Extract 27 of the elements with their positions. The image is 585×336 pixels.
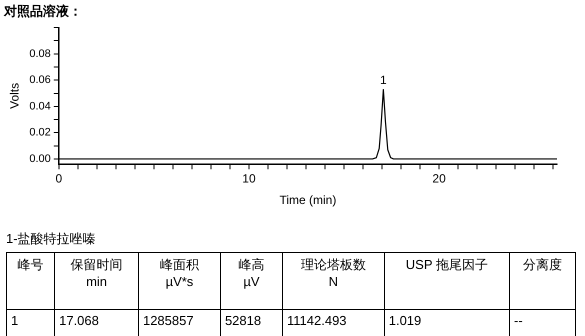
- text: USP 拖尾因子: [384, 252, 510, 310]
- y-tick-label: 0.06: [29, 74, 51, 86]
- y-tick-label: 0.02: [29, 126, 51, 139]
- annotation: 1: [380, 72, 388, 87]
- text: 分离度: [509, 252, 576, 310]
- x-axis-title: Time (min): [279, 193, 336, 208]
- x-tick-label: 0: [55, 172, 62, 186]
- y-tick-label: 0.08: [29, 48, 51, 60]
- text: 11142.493: [282, 310, 384, 336]
- text: 17.068: [54, 310, 138, 336]
- text: 峰号: [6, 252, 55, 310]
- chart-title: 对照品溶液：: [3, 3, 82, 18]
- text: 峰高 µV: [220, 252, 283, 310]
- text: 理论塔板数 N: [282, 252, 384, 310]
- y-tick-label: 0.04: [29, 100, 51, 112]
- text: 1285857: [138, 310, 220, 336]
- text: 1-盐酸特拉唑嗪: [6, 230, 97, 248]
- y-axis-title: Volts: [8, 82, 22, 109]
- x-tick-label: 20: [432, 172, 446, 186]
- text: 52818: [220, 310, 283, 336]
- text: 1.019: [384, 310, 510, 336]
- text: 峰面积 µV*s: [138, 252, 220, 310]
- text: 1: [6, 310, 55, 336]
- text: --: [509, 310, 576, 336]
- x-tick-label: 10: [242, 172, 256, 186]
- text: 保留时间 min: [54, 252, 138, 310]
- y-tick-label: 0.00: [29, 152, 51, 165]
